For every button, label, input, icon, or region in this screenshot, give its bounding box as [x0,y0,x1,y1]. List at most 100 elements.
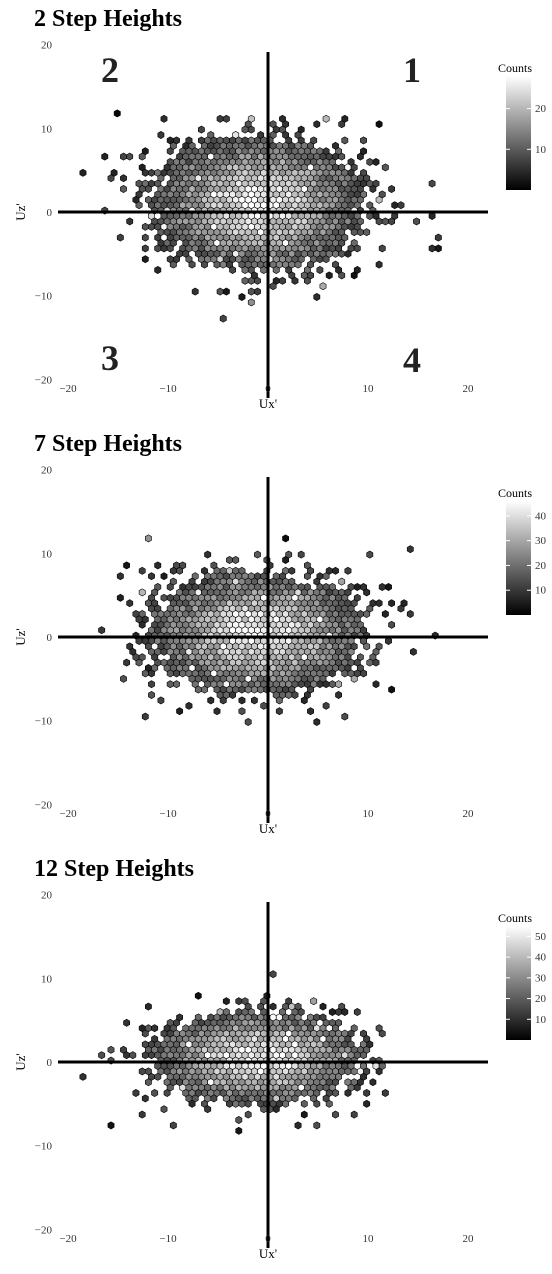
hexbin-plot: −20 −10 0 10 20 −20 −10 0 10 20 Ux' Uz' Counts 10 20 30… [13,465,547,836]
hex-cell [235,1126,243,1135]
hex-cell [116,572,124,581]
hex-cell [260,1105,268,1114]
hex-cell [332,1089,339,1097]
x-tick-label: 20 [463,383,475,395]
hex-cell [98,1051,106,1060]
hex-cell [238,685,246,694]
hex-cell [356,152,364,161]
hex-cell [328,680,336,689]
hex-cell [216,114,224,123]
colorbar-tick-label: 40 [535,952,547,964]
hex-cell [372,658,380,667]
hex-cell [375,217,383,226]
hex-cell [335,691,343,699]
hex-cell [176,707,183,716]
hex-cell [241,125,249,134]
hex-cell [120,152,127,161]
hex-cell [341,1008,349,1016]
hex-cell [141,1029,149,1038]
hex-cell [204,1105,212,1114]
hex-cell [282,534,290,543]
colorbar-tick-label: 20 [535,993,547,1005]
hex-cell [238,696,246,705]
hex-cell [222,114,230,123]
hexbin-plot: −20 −10 0 10 20 −20 −10 0 10 20 Ux' Uz' 1 2 3 4 Counts 10… [13,40,547,411]
hex-cell [229,691,236,699]
hex-cell [151,1024,159,1033]
hex-cell [176,566,183,575]
hex-cell [350,1110,358,1119]
panel-title: 12 Step Heights [34,856,195,882]
hex-cell [335,680,343,689]
x-axis-label: Ux' [259,1246,277,1261]
colorbar-tick-label: 20 [535,103,547,115]
hex-cell [353,1008,361,1016]
hex-cell [138,620,146,629]
hex-cell [385,583,392,591]
hex-cell [138,588,146,597]
hex-cell [166,147,174,156]
hex-cell [113,109,121,118]
hex-cell [319,1002,327,1011]
hex-cell [166,583,174,591]
hex-cell [257,685,265,694]
hex-cell [363,228,371,237]
hex-cell [375,1067,383,1076]
hex-cell [310,997,318,1006]
hex-cell [356,228,364,237]
hex-cell [338,152,346,161]
hex-cell [375,120,383,129]
hex-cell [300,1089,308,1097]
hex-cell [98,626,106,635]
hex-cell [163,1089,171,1097]
hex-cell [434,233,442,242]
hex-cell [154,266,162,274]
hex-cell [363,642,371,651]
panel-title: 7 Step Heights [34,431,183,457]
hex-cell [123,658,130,667]
hex-cell [282,556,290,564]
hex-cell [332,566,339,575]
hex-cell [138,1067,146,1076]
hex-cell [300,1099,308,1108]
colorbar-title: Counts [498,61,532,75]
hex-cell [138,1110,146,1119]
hex-cell [372,158,380,166]
hex-cell [269,282,277,291]
x-tick-label: 20 [463,808,475,820]
hex-cell [378,244,386,253]
hex-cell [126,217,134,226]
y-tick-label: −20 [35,1224,53,1236]
hex-cell [222,997,230,1006]
hex-cell [123,1051,130,1060]
hex-cell [107,1045,115,1054]
hex-cell [254,287,261,296]
hex-cell [369,1078,377,1087]
hex-cell [360,669,368,678]
y-tick-label: 20 [41,465,53,477]
hex-cell [141,1094,149,1103]
hex-cell [169,260,177,269]
hex-cell [254,276,261,285]
hex-cell [169,1121,177,1130]
hex-cell [210,1094,218,1103]
hex-cell [275,696,283,705]
hex-cell [188,260,196,269]
hex-cell [251,685,258,694]
hex-cell [338,271,346,280]
hex-cell [360,136,368,145]
hex-cell [344,1089,352,1097]
hex-cell [148,1051,155,1060]
hex-cell [275,707,283,716]
hex-cell [145,185,152,193]
hex-cell [428,179,436,188]
hex-cell [229,266,236,274]
hex-cell [378,1029,386,1038]
hex-cell [353,583,361,591]
hex-cell [160,572,168,581]
hex-cell [366,658,374,667]
hex-cell [148,168,155,177]
hex-cell [166,669,174,678]
hex-cell [375,195,383,204]
hex-cell [388,185,396,193]
